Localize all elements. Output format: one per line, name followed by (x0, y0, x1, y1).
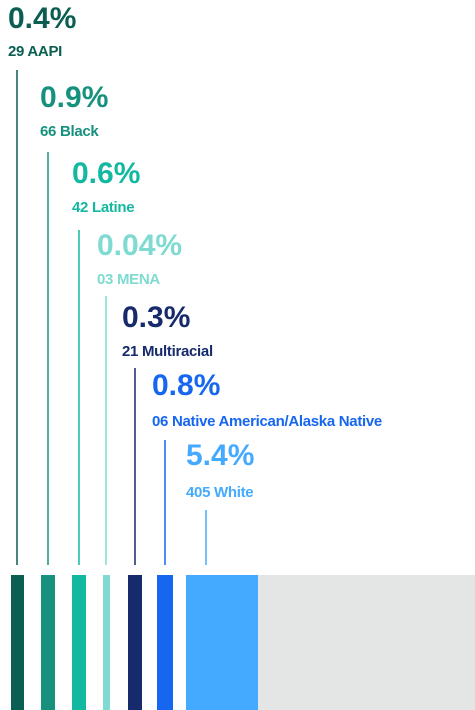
bar (41, 575, 55, 710)
percent: 0.6% (72, 157, 140, 190)
group-label: 06 Native American/Alaska Native (152, 413, 382, 430)
percent: 0.3% (122, 301, 190, 334)
percent: 0.8% (152, 369, 220, 402)
group-label: 405 White (186, 484, 253, 501)
group-label: 29 AAPI (8, 43, 62, 60)
group-label: 66 Black (40, 123, 99, 140)
group-label: 42 Latine (72, 199, 134, 216)
bar (186, 575, 258, 710)
percent: 0.9% (40, 81, 108, 114)
bar (72, 575, 86, 710)
bar (103, 575, 110, 710)
group-label: 03 MENA (97, 271, 160, 288)
remainder-bar (258, 575, 475, 710)
bar (11, 575, 24, 710)
percent: 5.4% (186, 439, 254, 472)
bar (128, 575, 142, 710)
bar (157, 575, 173, 710)
group-label: 21 Multiracial (122, 343, 213, 360)
percent: 0.04% (97, 229, 182, 262)
percent: 0.4% (8, 2, 76, 35)
